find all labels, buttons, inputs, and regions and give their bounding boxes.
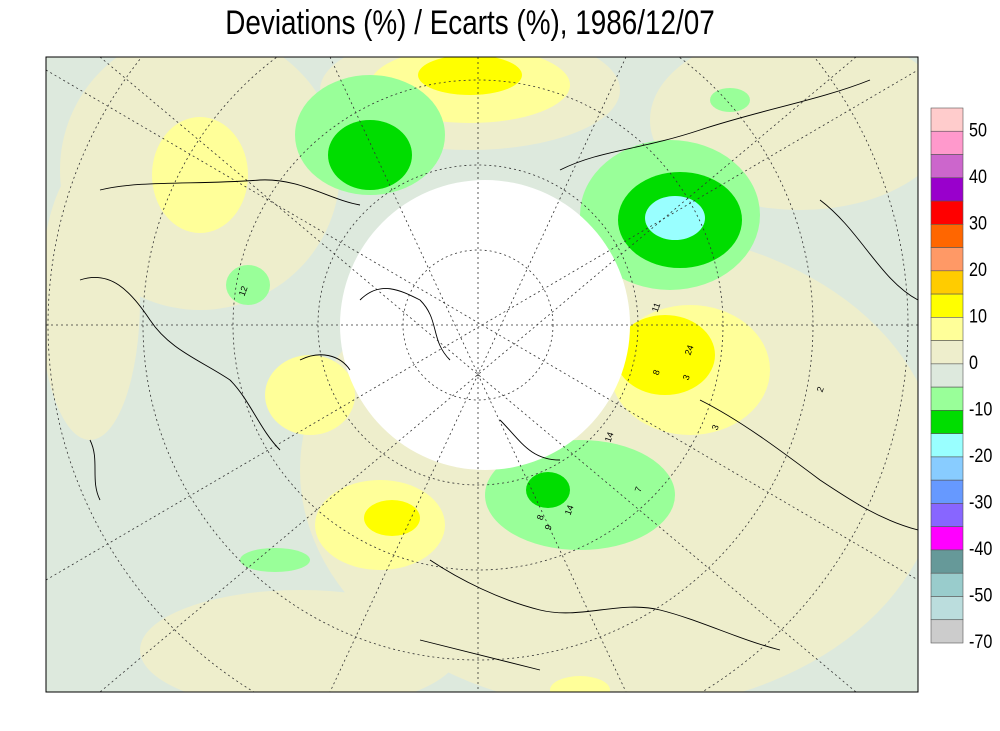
legend-label: -70 — [969, 631, 993, 653]
legend-swatch — [930, 200, 964, 225]
legend-swatch — [930, 107, 964, 132]
legend-swatch — [930, 549, 964, 574]
legend-swatch — [930, 433, 964, 458]
legend-label: -40 — [969, 538, 993, 560]
legend-swatch — [930, 247, 964, 272]
map: 12 11 24 8 3 14 7 14 8 9 2 3 — [46, 57, 918, 692]
contour-label: 12 — [237, 285, 250, 298]
contour-label: 8 — [535, 513, 546, 521]
contour-label: 2 — [815, 385, 826, 393]
legend-swatch — [930, 270, 964, 295]
contour-label: 11 — [650, 301, 663, 313]
contour-label: 3 — [681, 373, 692, 381]
legend-swatch — [930, 619, 964, 644]
contour-labels: 12 11 24 8 3 14 7 14 8 9 2 3 — [237, 285, 826, 532]
legend-swatch — [930, 410, 964, 434]
contour-label: 24 — [683, 344, 696, 357]
contour-label: 14 — [563, 504, 576, 517]
legend-swatch — [930, 224, 964, 248]
legend-label: 10 — [969, 305, 987, 327]
legend-swatch — [930, 526, 964, 551]
legend-label: -20 — [969, 445, 993, 467]
legend-label: 50 — [969, 119, 987, 141]
legend-swatch — [930, 572, 964, 597]
legend-swatch — [930, 130, 964, 155]
legend-swatch — [930, 386, 964, 411]
legend-label: 0 — [969, 352, 978, 374]
contour-label: 3 — [710, 423, 721, 431]
legend-label: -10 — [969, 398, 993, 420]
legend-swatch — [930, 177, 964, 202]
title: Deviations (%) / Ecarts (%), 1986/12/07 — [225, 3, 714, 41]
legend-swatch — [930, 154, 964, 179]
legend-swatch — [930, 317, 964, 341]
legend-swatch — [930, 479, 964, 504]
coastlines — [79, 79, 918, 671]
contour-label: 14 — [603, 431, 616, 444]
legend-swatch — [930, 596, 964, 621]
no-data-area — [340, 180, 630, 470]
legend-swatch — [930, 363, 964, 388]
contour-label: 9 — [543, 523, 554, 531]
legend-swatch — [930, 503, 964, 527]
legend-label: -50 — [969, 584, 993, 606]
graticule — [46, 57, 918, 692]
legend-swatch — [930, 456, 964, 481]
legend-label: 40 — [969, 166, 987, 188]
contour-label: 7 — [633, 485, 644, 493]
legend-label: -30 — [969, 491, 993, 513]
legend-label: 30 — [969, 212, 987, 234]
legend-label: 20 — [969, 259, 987, 281]
legend: 50 40 30 20 10 0 -10 -20 -30 -40 -50 -70 — [930, 107, 993, 653]
contour-label: 8 — [651, 368, 662, 376]
legend-swatch — [930, 340, 964, 365]
map-frame — [45, 56, 919, 693]
legend-swatch — [930, 293, 964, 318]
